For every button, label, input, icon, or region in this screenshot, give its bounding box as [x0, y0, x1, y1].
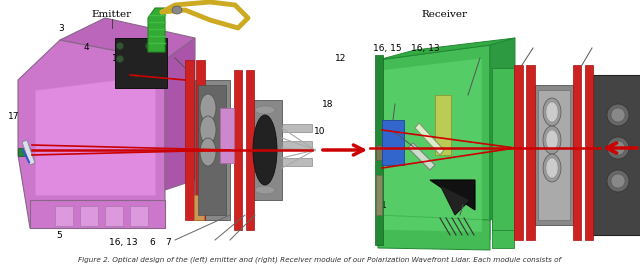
- Ellipse shape: [172, 6, 182, 14]
- Text: 10: 10: [314, 127, 326, 136]
- Ellipse shape: [611, 141, 625, 155]
- Ellipse shape: [607, 170, 629, 192]
- Polygon shape: [378, 45, 490, 240]
- Bar: [234, 70, 242, 230]
- Bar: [55, 206, 73, 226]
- Ellipse shape: [607, 104, 629, 126]
- Bar: [194, 195, 204, 220]
- Ellipse shape: [611, 174, 625, 188]
- Text: 16, 13: 16, 13: [109, 238, 137, 247]
- Text: 3: 3: [58, 24, 63, 34]
- Bar: [130, 206, 148, 226]
- Polygon shape: [383, 58, 482, 232]
- Bar: [593, 75, 640, 235]
- Text: 7: 7: [165, 238, 170, 247]
- Bar: [220, 108, 234, 163]
- Bar: [198, 85, 226, 215]
- Polygon shape: [430, 180, 475, 210]
- Bar: [18, 148, 30, 156]
- Ellipse shape: [546, 158, 558, 178]
- Bar: [573, 65, 581, 240]
- Polygon shape: [408, 143, 435, 170]
- Bar: [254, 100, 282, 200]
- Bar: [514, 65, 523, 240]
- Bar: [246, 70, 254, 230]
- Ellipse shape: [543, 154, 561, 182]
- Bar: [282, 158, 312, 166]
- Polygon shape: [490, 38, 515, 220]
- Polygon shape: [60, 18, 195, 60]
- Text: 16, 14: 16, 14: [112, 54, 140, 63]
- Text: 5: 5: [57, 231, 62, 240]
- Ellipse shape: [200, 116, 216, 144]
- Bar: [185, 60, 194, 220]
- Bar: [526, 65, 535, 240]
- Polygon shape: [440, 185, 470, 215]
- Bar: [535, 85, 573, 225]
- Bar: [435, 95, 451, 155]
- Text: 16, 13: 16, 13: [412, 44, 440, 53]
- Text: 12: 12: [335, 54, 347, 64]
- Polygon shape: [165, 38, 195, 190]
- Text: 16, 15: 16, 15: [373, 44, 401, 53]
- Bar: [492, 230, 514, 248]
- Bar: [115, 38, 167, 88]
- Text: Figure 2. Optical design of the (left) emitter and (right) Receiver module of ou: Figure 2. Optical design of the (left) e…: [79, 257, 561, 263]
- Bar: [375, 55, 383, 245]
- Ellipse shape: [200, 138, 216, 166]
- Bar: [538, 90, 570, 220]
- Bar: [196, 60, 205, 220]
- Bar: [382, 120, 404, 165]
- Polygon shape: [18, 40, 165, 228]
- Polygon shape: [30, 200, 165, 228]
- Ellipse shape: [546, 130, 558, 150]
- Ellipse shape: [200, 94, 216, 122]
- Text: Receiver: Receiver: [422, 10, 468, 19]
- Ellipse shape: [607, 137, 629, 159]
- Text: 1: 1: [381, 200, 387, 210]
- Text: 18: 18: [322, 100, 333, 109]
- Polygon shape: [22, 140, 35, 165]
- Polygon shape: [415, 123, 444, 155]
- Ellipse shape: [255, 166, 275, 174]
- Polygon shape: [148, 8, 165, 52]
- Ellipse shape: [546, 102, 558, 122]
- Ellipse shape: [116, 55, 124, 62]
- Bar: [105, 206, 123, 226]
- Bar: [80, 206, 98, 226]
- Ellipse shape: [255, 186, 275, 194]
- Bar: [492, 68, 514, 233]
- Bar: [376, 145, 382, 160]
- Polygon shape: [378, 38, 515, 60]
- Polygon shape: [378, 215, 490, 250]
- Bar: [376, 175, 382, 215]
- Text: 6: 6: [150, 238, 155, 247]
- Bar: [282, 141, 312, 149]
- Ellipse shape: [255, 146, 275, 154]
- Ellipse shape: [255, 106, 275, 114]
- Ellipse shape: [543, 98, 561, 126]
- Text: Emitter: Emitter: [92, 10, 132, 19]
- Text: 4: 4: [84, 43, 89, 52]
- Ellipse shape: [145, 43, 152, 50]
- Bar: [282, 124, 312, 132]
- Ellipse shape: [116, 43, 124, 50]
- Ellipse shape: [543, 126, 561, 154]
- Text: 17: 17: [8, 112, 20, 121]
- Ellipse shape: [253, 115, 277, 185]
- Polygon shape: [35, 75, 155, 195]
- Bar: [195, 80, 230, 220]
- Ellipse shape: [611, 108, 625, 122]
- Bar: [585, 65, 593, 240]
- Ellipse shape: [255, 126, 275, 134]
- Text: 8: 8: [442, 140, 447, 149]
